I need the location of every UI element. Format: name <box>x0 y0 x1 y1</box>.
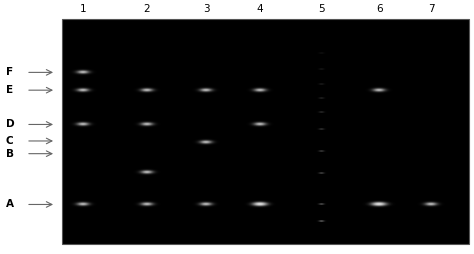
Text: 3: 3 <box>203 4 210 14</box>
Text: C: C <box>6 136 13 146</box>
Bar <box>62 19 469 244</box>
Text: B: B <box>6 149 14 159</box>
Text: 2: 2 <box>144 4 150 14</box>
Text: 6: 6 <box>376 4 383 14</box>
Text: F: F <box>6 67 13 77</box>
Text: 1: 1 <box>80 4 86 14</box>
Text: A: A <box>6 199 14 210</box>
Text: D: D <box>6 119 14 130</box>
Text: E: E <box>6 85 13 95</box>
Text: 7: 7 <box>428 4 435 14</box>
Text: 5: 5 <box>318 4 325 14</box>
Text: 4: 4 <box>256 4 263 14</box>
